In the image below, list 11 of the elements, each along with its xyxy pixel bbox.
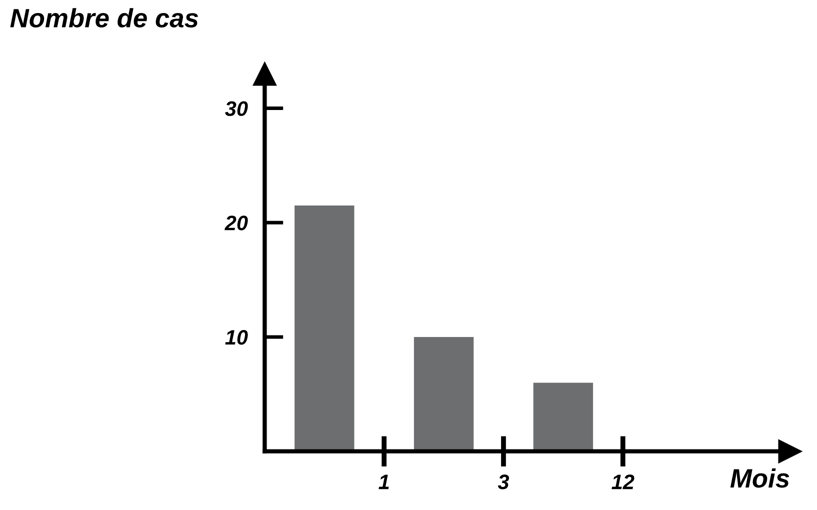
y-tick-label: 10 [225,330,248,345]
text: 3 [498,474,510,490]
y-tick-label: 20 [224,216,248,230]
bar [414,336,474,452]
bar [294,205,354,452]
y-axis-title: Nombre de cas [10,8,198,28]
text: 12 [612,474,634,490]
y-tick-label: 30 [225,101,248,116]
bar [533,382,594,452]
text: 1 [378,474,389,490]
x-axis-title: Mois [730,468,790,488]
